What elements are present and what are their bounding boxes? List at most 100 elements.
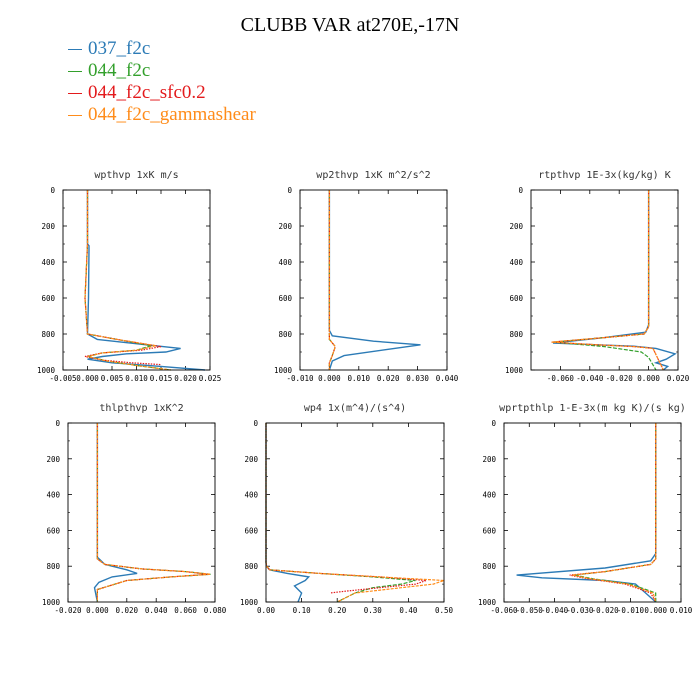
y-tick-label: 600 [278, 294, 292, 303]
legend: 037_f2c 044_f2c 044_f2c_sfc0.2 044_f2c_g… [68, 38, 256, 126]
y-tick-label: 200 [41, 222, 55, 231]
series-line-044-f2c [574, 423, 657, 602]
legend-dash-icon [68, 49, 82, 51]
x-tick-label: -0.060 [490, 606, 518, 615]
x-tick-label: -0.040 [576, 374, 604, 383]
x-tick-label: 0.20 [328, 606, 347, 615]
legend-item-044-f2c-gammashear: 044_f2c_gammashear [68, 104, 256, 126]
x-tick-label: -0.020 [592, 606, 620, 615]
series-line-044-f2c-gammashear [328, 190, 336, 370]
figure-title: CLUBB VAR at270E,-17N [240, 14, 460, 36]
x-tick-label: 0.020 [174, 374, 197, 383]
series-line-044-f2c-gammashear [96, 423, 211, 602]
series-line-037-f2c [86, 190, 206, 371]
panel-title: wprtpthlp 1-E-3x(m kg K)/(s kg) [499, 403, 686, 414]
x-tick-label: 0.025 [199, 374, 222, 383]
x-tick-label: -0.060 [547, 374, 575, 383]
x-tick-label: 0.020 [116, 606, 139, 615]
x-tick-label: -0.040 [541, 606, 569, 615]
legend-label: 044_f2c [88, 60, 151, 81]
y-tick-label: 600 [46, 526, 60, 535]
y-tick-label: 1000 [42, 598, 61, 607]
y-tick-label: 400 [509, 258, 523, 267]
y-tick-label: 200 [278, 222, 292, 231]
chart-panel-2: wp2thvp 1xK m^2/s^2 0 200 400 600 800 1000-0.0… [274, 170, 459, 383]
y-tick-label: 0 [50, 186, 55, 195]
y-tick-label: 1000 [505, 366, 524, 375]
y-tick-label: 200 [46, 455, 60, 464]
series-line-044-f2c-gammashear [84, 190, 171, 371]
legend-label: 037_f2c [88, 38, 151, 59]
y-tick-label: 0 [287, 186, 292, 195]
series-line-044-f2c-gammashear [551, 190, 664, 371]
plot-frame [530, 189, 679, 371]
x-tick-label: 0.10 [293, 606, 312, 615]
legend-item-044-f2c-sfc: 044_f2c_sfc0.2 [68, 82, 256, 104]
y-tick-label: 1000 [240, 598, 259, 607]
panel-title: thlpthvp 1xK^2 [99, 403, 183, 414]
y-tick-label: 800 [482, 562, 496, 571]
legend-item-044-f2c: 044_f2c [68, 60, 256, 82]
plot-frame [265, 422, 445, 603]
x-tick-label: 0.010 [125, 374, 148, 383]
x-tick-label: 0.015 [150, 374, 173, 383]
y-tick-label: 800 [278, 330, 292, 339]
y-tick-label: 800 [46, 562, 60, 571]
y-tick-label: 600 [41, 294, 55, 303]
chart-panel-4: thlpthvp 1xK^2 0 200 400 600 800 1000-0.020 0.0… [42, 403, 227, 615]
x-tick-label: 0.020 [667, 374, 690, 383]
y-tick-label: 400 [41, 258, 55, 267]
y-tick-label: 1000 [37, 366, 56, 375]
chart-panel-6: wprtpthlp 1-E-3x(m kg K)/(s kg)0 200 400 60… [478, 403, 693, 615]
y-tick-label: 200 [482, 455, 496, 464]
series-line-044-f2c-sfc0-2 [265, 423, 427, 594]
x-tick-label: 0.000 [318, 374, 341, 383]
series-line-037-f2c [93, 423, 138, 603]
y-tick-label: 200 [509, 222, 523, 231]
y-tick-label: 800 [41, 330, 55, 339]
series-line-037-f2c [516, 423, 657, 603]
y-tick-label: 600 [509, 294, 523, 303]
x-tick-label: -0.050 [516, 606, 544, 615]
x-tick-label: 0.010 [348, 374, 371, 383]
panel-title: wp4 1x(m^4)/(s^4) [304, 403, 406, 414]
y-tick-label: 400 [482, 491, 496, 500]
x-tick-label: 0.060 [174, 606, 197, 615]
series-line-044-f2c-gammashear [265, 423, 445, 603]
legend-dash-icon [68, 93, 82, 95]
y-tick-label: 1000 [274, 366, 293, 375]
y-tick-label: 400 [46, 491, 60, 500]
y-tick-label: 0 [55, 419, 60, 428]
x-tick-label: 0.080 [204, 606, 227, 615]
x-tick-label: 0.000 [76, 374, 99, 383]
y-tick-label: 1000 [478, 598, 497, 607]
series-line-044-f2c-sfc0-2 [569, 423, 657, 603]
x-tick-label: 0.010 [670, 606, 693, 615]
x-tick-label: -0.005 [49, 374, 76, 383]
x-tick-label: 0.00 [257, 606, 276, 615]
y-tick-label: 800 [244, 562, 258, 571]
y-tick-label: 400 [278, 258, 292, 267]
legend-label: 044_f2c_gammashear [88, 104, 256, 125]
x-tick-label: -0.030 [566, 606, 594, 615]
y-tick-label: 0 [491, 419, 496, 428]
x-tick-label: 0.40 [399, 606, 418, 615]
legend-dash-icon [68, 115, 82, 117]
x-tick-label: 0.030 [406, 374, 429, 383]
x-tick-label: 0.040 [145, 606, 168, 615]
legend-item-037-f2c: 037_f2c [68, 38, 256, 60]
x-tick-label: -0.010 [286, 374, 314, 383]
chart-panel-3: rtpthvp 1E-3x(kg/kg) K 0 200 400 600 800 1000 -… [505, 170, 690, 383]
plot-frame [62, 189, 211, 371]
y-tick-label: 600 [482, 526, 496, 535]
x-tick-label: -0.010 [617, 606, 645, 615]
x-tick-label: -0.020 [54, 606, 82, 615]
x-tick-label: -0.020 [606, 374, 634, 383]
legend-label: 044_f2c_sfc0.2 [88, 82, 206, 103]
x-tick-label: 0.30 [364, 606, 383, 615]
plot-frame [299, 189, 448, 371]
y-tick-label: 600 [244, 526, 258, 535]
